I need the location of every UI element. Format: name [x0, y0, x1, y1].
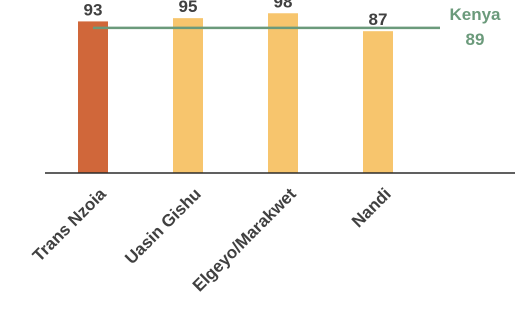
bar-2 [268, 13, 298, 174]
bar-0 [78, 21, 108, 173]
category-label-0: Trans Nzoia [29, 184, 110, 265]
value-label-2: 98 [274, 0, 293, 11]
reference-line-value: 89 [466, 30, 485, 49]
category-label-2: Elgeyo/Marakwet [189, 184, 300, 295]
bar-3 [363, 31, 393, 173]
value-label-0: 93 [84, 0, 103, 19]
category-label-1: Uasin Gishu [121, 184, 205, 268]
reference-line-name: Kenya [449, 5, 501, 24]
bar-1 [173, 18, 203, 174]
value-labels-group: 93 95 98 87 [84, 0, 388, 29]
category-label-3: Nandi [348, 184, 395, 231]
value-label-1: 95 [179, 0, 198, 16]
value-label-3: 87 [369, 10, 388, 29]
bars-group [78, 13, 393, 174]
